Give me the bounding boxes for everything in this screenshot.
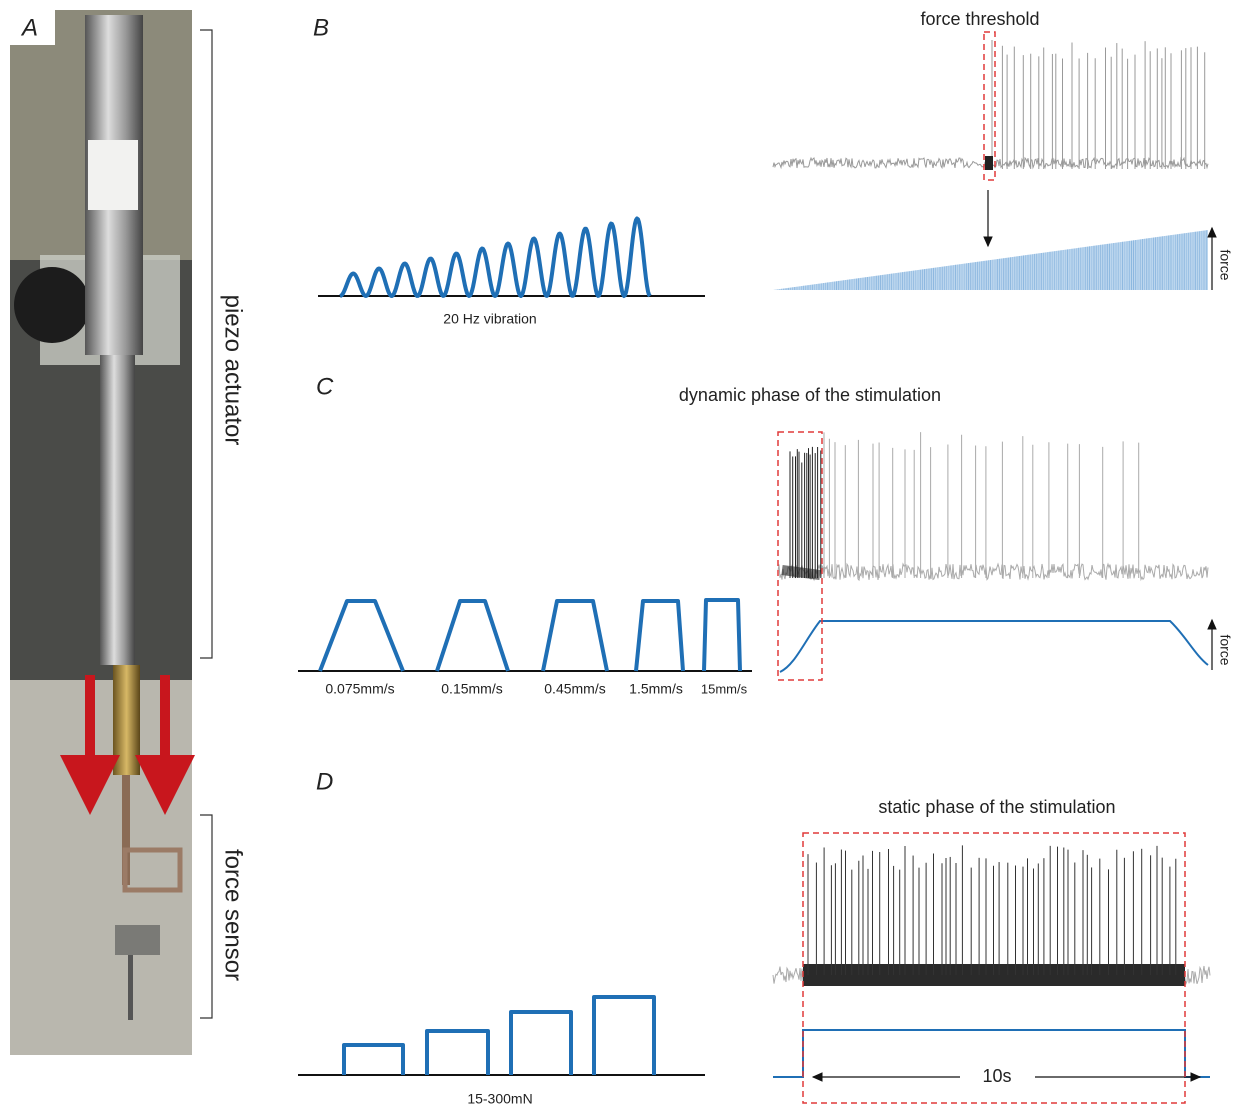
panel-label: A (20, 14, 38, 41)
bracket (200, 814, 213, 1019)
photo (10, 10, 195, 1055)
panel-title: dynamic phase of the stimulation (679, 385, 941, 405)
noise-trace (777, 562, 1209, 582)
speed-label: 0.45mm/s (544, 681, 605, 697)
ramp-stimulus (541, 599, 609, 672)
highlight-box (802, 832, 1186, 1104)
vibration-stimulus (339, 216, 652, 298)
sensor-wire (122, 775, 130, 885)
spike-trace (772, 845, 1211, 986)
force-trace (779, 620, 1209, 673)
highlight-box (777, 431, 823, 681)
ramp-stimulus (634, 599, 685, 672)
speed-label: 0.075mm/s (325, 681, 394, 697)
sticker (88, 140, 138, 210)
ramp-stimulus (702, 598, 742, 672)
panel-label: B (313, 14, 329, 41)
noise-trace (781, 565, 821, 580)
speed-label: 0.15mm/s (441, 681, 502, 697)
ramp-stimulus (435, 599, 510, 672)
knob (14, 267, 90, 343)
step-stimulus (592, 995, 656, 1075)
speed-label: 15mm/s (701, 681, 748, 696)
force-label: force (1217, 249, 1233, 280)
sensor-needle (128, 955, 133, 1020)
label-box (10, 10, 55, 45)
ramp-stimulus (318, 599, 405, 672)
stimulus-label: 20 Hz vibration (443, 311, 536, 327)
step-stimulus (342, 1043, 405, 1075)
force-label: force (1217, 634, 1233, 665)
force-ramp (773, 230, 1208, 290)
spike-trace (777, 432, 1209, 582)
panel-title: static phase of the stimulation (878, 797, 1115, 817)
bracket (200, 29, 213, 659)
step-stimulus (425, 1029, 490, 1075)
stimulus-label: 15-300mN (467, 1091, 532, 1107)
highlight-box (983, 31, 996, 181)
duration-label: 10s (982, 1066, 1011, 1086)
panel-label: C (316, 373, 334, 400)
speed-label: 1.5mm/s (629, 681, 683, 697)
threshold-mark (985, 156, 993, 170)
actuator-rod (100, 355, 135, 665)
panel-label: D (316, 768, 333, 795)
annotation: force sensor (220, 849, 247, 981)
annotation: piezo actuator (220, 295, 247, 446)
spike-trace (772, 40, 1209, 170)
sensor-frame (122, 847, 183, 893)
sensor-block (115, 925, 160, 955)
panel-title: force threshold (920, 9, 1039, 29)
step-stimulus (509, 1010, 573, 1075)
brass-tip (113, 665, 140, 775)
